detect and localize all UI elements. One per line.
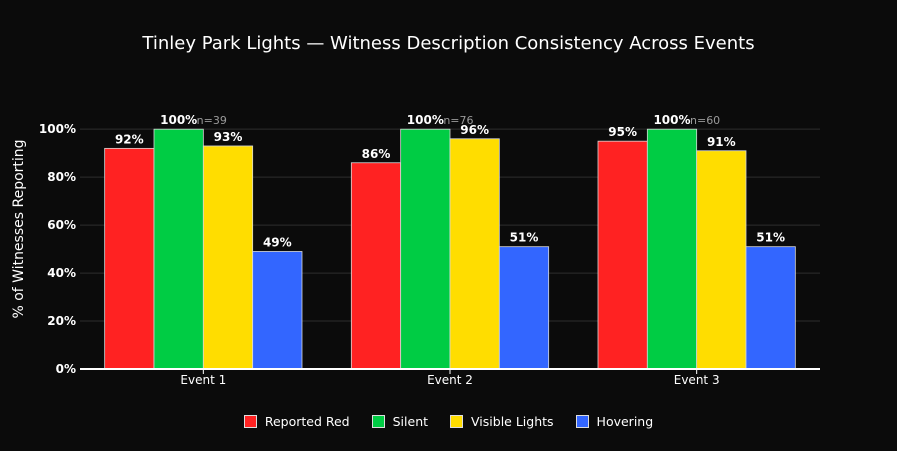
data-label: 51% — [510, 231, 539, 245]
bar-silent — [400, 128, 451, 370]
data-label: 49% — [263, 235, 292, 249]
bar-reported-red — [104, 147, 155, 370]
legend-swatch — [450, 415, 464, 428]
y-tick-label: 60% — [47, 218, 76, 232]
legend-label: Hovering — [596, 414, 654, 429]
legend-item[interactable]: Reported Red — [243, 414, 350, 429]
legend-swatch — [575, 415, 589, 428]
legend-item[interactable]: Silent — [371, 414, 429, 429]
x-tick-label: Event 3 — [674, 373, 720, 387]
x-axis: Event 1 Event 2 Event 3 — [80, 368, 820, 387]
chart-title: Tinley Park Lights — Witness Description… — [142, 33, 755, 54]
sample-size-annotation: n=39 — [197, 114, 227, 127]
legend-swatch — [371, 415, 385, 428]
x-tick-label: Event 2 — [427, 373, 473, 387]
bar-silent — [153, 128, 204, 370]
y-tick-label: 0% — [56, 362, 76, 376]
y-axis: 0% 20% 40% 60% 80% 100% — [39, 122, 76, 376]
y-tick-label: 80% — [47, 170, 76, 184]
bar-reported-red — [597, 140, 648, 370]
bar-hovering — [498, 246, 550, 370]
data-label: 51% — [756, 231, 785, 245]
data-label: 92% — [115, 132, 144, 146]
data-label: 96% — [460, 123, 489, 137]
data-label: 100% — [407, 113, 444, 127]
legend: Reported Red Silent Visible Lights Hovering — [0, 414, 897, 429]
data-label: 100% — [653, 113, 690, 127]
data-label: 95% — [608, 125, 637, 139]
bar-visible-lights — [449, 138, 500, 370]
bar-silent — [646, 128, 698, 370]
legend-label: Visible Lights — [471, 414, 554, 429]
legend-label: Reported Red — [264, 414, 350, 429]
x-tick-label: Event 1 — [180, 373, 226, 387]
data-label: 100% — [160, 113, 197, 127]
y-tick-label: 40% — [47, 266, 76, 280]
legend-item[interactable]: Visible Lights — [450, 414, 554, 429]
data-label: 86% — [362, 147, 391, 161]
bar-hovering — [745, 246, 796, 370]
sample-size-annotation: n=60 — [690, 114, 720, 127]
sample-size-annotation: n=76 — [443, 114, 473, 127]
y-tick-label: 100% — [39, 122, 76, 136]
y-tick-label: 20% — [47, 314, 76, 328]
bars — [104, 128, 796, 370]
bar-visible-lights — [696, 150, 747, 370]
data-labels: 92% 100% 93% 49% n=39 86% 100% 96% 51% n=76 95% 100… — [115, 113, 785, 249]
legend-item[interactable]: Hovering — [575, 414, 654, 429]
bar-visible-lights — [202, 145, 254, 370]
legend-label: Silent — [392, 414, 429, 429]
data-label: 91% — [707, 135, 736, 149]
data-label: 93% — [214, 130, 243, 144]
y-axis-label: % of Witnesses Reporting — [11, 139, 27, 318]
bar-hovering — [252, 251, 303, 370]
bar-reported-red — [350, 162, 402, 370]
legend-swatch — [243, 415, 257, 428]
